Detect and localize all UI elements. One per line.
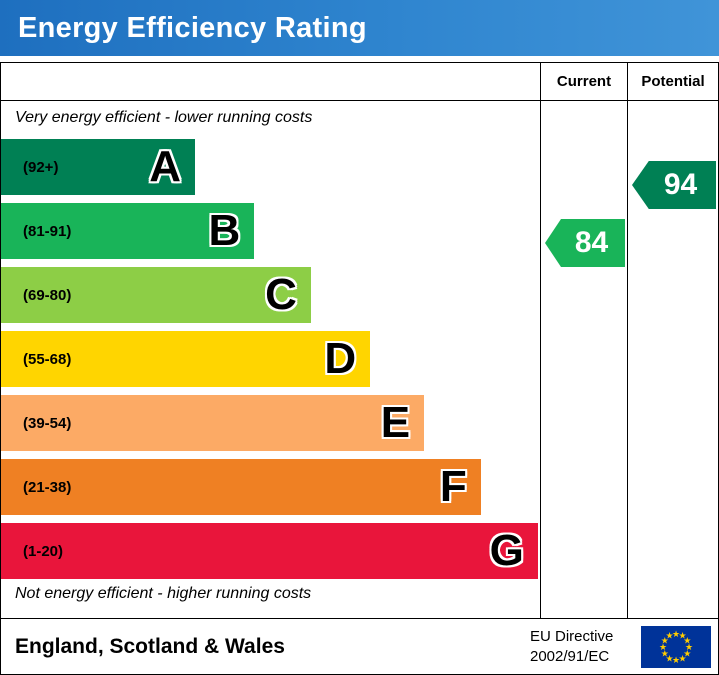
band-bar-a: (92+) A <box>1 139 196 195</box>
band-bar-e: (39-54) E <box>1 395 425 451</box>
band-row-a: (92+) A <box>1 139 540 195</box>
bottom-caption: Not energy efficient - higher running co… <box>15 585 312 602</box>
band-row-g: (1-20) G <box>1 523 540 579</box>
eu-flag-star: ★ <box>684 642 694 652</box>
band-row-f: (21-38) F <box>1 459 540 515</box>
band-bar-b: (81-91) B <box>1 203 255 259</box>
potential-column-divider <box>627 63 628 619</box>
band-range-label: (81-91) <box>23 222 72 240</box>
eu-flag-star: ★ <box>665 630 674 641</box>
title-banner: Energy Efficiency Rating <box>0 0 719 56</box>
page-title: Energy Efficiency Rating <box>18 11 367 44</box>
current-column-divider <box>540 63 541 619</box>
current-column-header: Current <box>556 73 612 90</box>
current-rating-pointer: 84 <box>545 219 625 267</box>
band-range-label: (21-38) <box>23 478 72 496</box>
band-letter: G <box>489 526 524 575</box>
band-row-d: (55-68) D <box>1 331 540 387</box>
eu-flag-star: ★ <box>671 629 681 639</box>
eu-directive-label: EU Directive 2002/91/EC <box>530 627 613 667</box>
band-letter: F <box>439 462 467 511</box>
band-letter: A <box>149 142 182 191</box>
potential-column-header: Potential <box>641 73 705 90</box>
chart-frame: Current Potential Very energy efficient … <box>0 62 719 675</box>
eu-flag-star: ★ <box>660 635 669 646</box>
band-bar-f: (21-38) F <box>1 459 481 515</box>
band-row-e: (39-54) E <box>1 395 540 451</box>
band-bar-d: (55-68) D <box>1 331 371 387</box>
eu-flag-star: ★ <box>671 655 681 665</box>
top-caption: Very energy efficient - lower running co… <box>15 109 313 126</box>
band-bar-c: (69-80) C <box>1 267 311 323</box>
eu-flag-star: ★ <box>660 648 669 659</box>
eu-flag-star: ★ <box>665 653 674 664</box>
band-range-label: (55-68) <box>23 350 72 368</box>
band-range-label: (92+) <box>23 158 59 176</box>
eu-flag-star: ★ <box>658 642 668 652</box>
band-letter: B <box>208 206 241 255</box>
eu-flag-star: ★ <box>683 635 692 646</box>
current-rating-value: 84 <box>574 226 609 259</box>
footer-divider <box>1 618 718 619</box>
footer: England, Scotland & Wales EU Directive 2… <box>1 619 718 674</box>
potential-rating-pointer: 94 <box>632 161 716 209</box>
region-label: England, Scotland & Wales <box>15 634 285 658</box>
band-range-label: (69-80) <box>23 286 72 304</box>
band-letter: C <box>265 270 297 319</box>
eu-flag-star: ★ <box>678 653 687 664</box>
header-row-divider <box>1 100 718 101</box>
bands: (92+) A (81-91) B (69-80) C (55-68) D (39-54) E (2… <box>1 139 540 587</box>
eu-directive-line1: EU Directive <box>530 627 614 645</box>
band-range-label: (39-54) <box>23 414 72 432</box>
eu-directive-line2: 2002/91/EC <box>530 647 610 665</box>
potential-rating-value: 94 <box>663 168 698 201</box>
eu-flag-star: ★ <box>683 648 692 659</box>
band-bar-g: (1-20) G <box>1 523 538 579</box>
eu-flag-icon: ★ ★ ★ ★ ★ ★ ★ ★ ★ ★ ★ ★ <box>641 626 711 668</box>
band-row-c: (69-80) C <box>1 267 540 323</box>
eu-flag-star: ★ <box>678 630 687 641</box>
band-letter: E <box>380 398 411 447</box>
band-letter: D <box>324 334 357 383</box>
band-row-b: (81-91) B <box>1 203 540 259</box>
band-range-label: (1-20) <box>23 542 64 560</box>
